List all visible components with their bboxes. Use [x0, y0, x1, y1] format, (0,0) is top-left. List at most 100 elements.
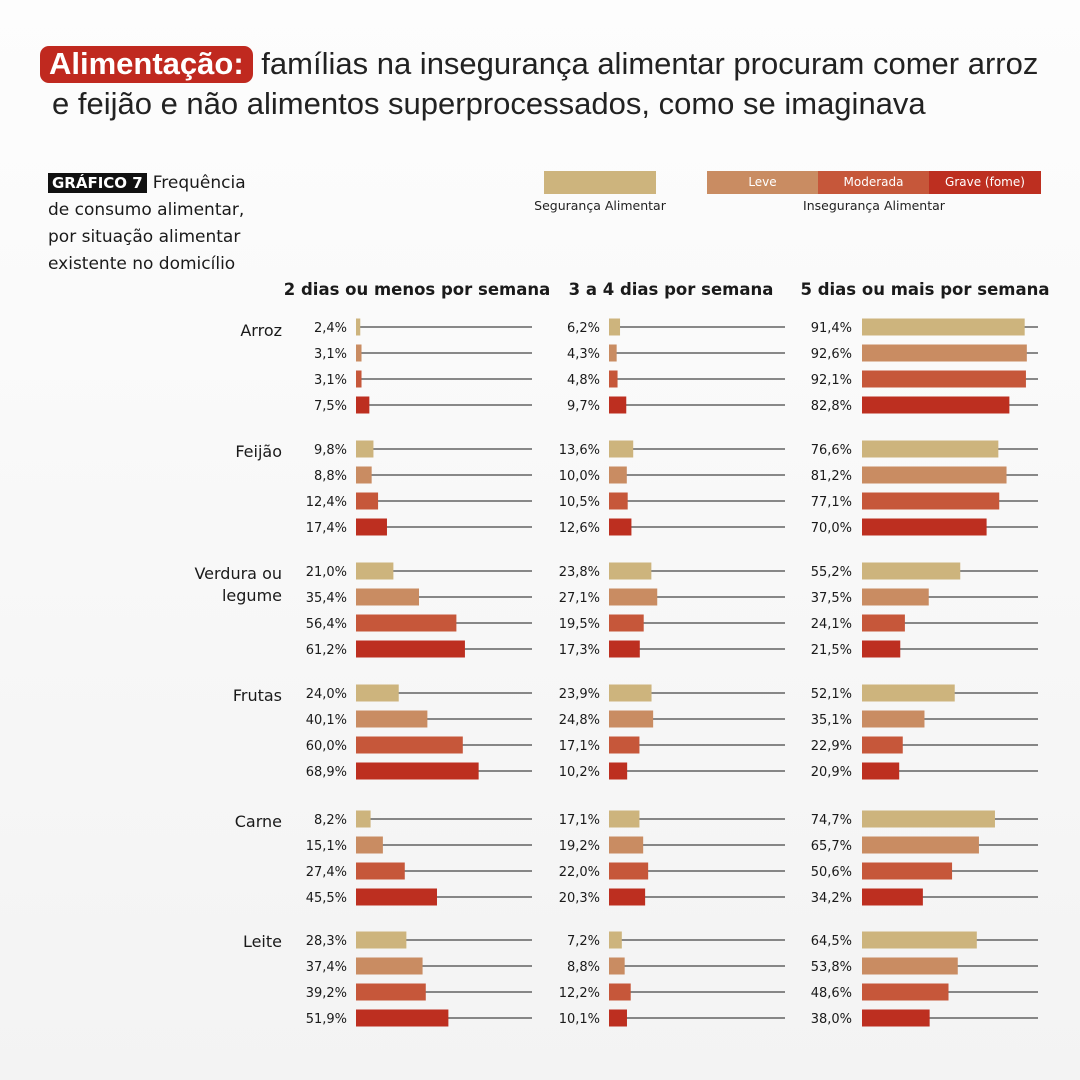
- value-label-arroz-p0-grave: 7,5%: [314, 399, 347, 414]
- bar-arroz-p2-seguranca: [862, 318, 1025, 336]
- value-label-arroz-p2-grave: 82,8%: [811, 399, 852, 414]
- chart-number-tag: GRÁFICO 7: [48, 173, 147, 193]
- bar-feij-o-p0-moderada: [356, 492, 379, 510]
- bar-carne-p0-moderada: [356, 862, 405, 880]
- value-label-verdura-ou-legume-p0-seguranca: 21,0%: [306, 565, 347, 580]
- bar-carne-p1-leve: [609, 836, 644, 854]
- bar-frutas-p2-moderada: [862, 736, 903, 754]
- headline-text-1: famílias na insegurança alimentar procur…: [261, 46, 1039, 81]
- bar-verdura-ou-legume-p2-moderada: [862, 614, 905, 632]
- value-label-frutas-p2-moderada: 22,9%: [811, 739, 852, 754]
- value-label-carne-p2-leve: 65,7%: [811, 839, 852, 854]
- panel-title-3-4-dias: 3 a 4 dias por semana: [568, 280, 774, 299]
- bar-arroz-p0-moderada: [356, 370, 362, 388]
- value-label-feij-o-p1-grave: 12,6%: [559, 521, 600, 536]
- bar-verdura-ou-legume-p2-leve: [862, 588, 929, 606]
- bar-frutas-p1-grave: [609, 762, 628, 780]
- value-label-carne-p1-seguranca: 17,1%: [559, 813, 600, 828]
- value-label-leite-p0-seguranca: 28,3%: [306, 934, 347, 949]
- bar-arroz-p0-seguranca: [356, 318, 361, 336]
- value-label-arroz-p2-leve: 92,6%: [811, 347, 852, 362]
- value-label-leite-p2-leve: 53,8%: [811, 960, 852, 975]
- bar-verdura-ou-legume-p0-moderada: [356, 614, 457, 632]
- bar-arroz-p1-leve: [609, 344, 617, 362]
- value-label-frutas-p2-seguranca: 52,1%: [811, 687, 852, 702]
- bar-carne-p0-grave: [356, 888, 437, 906]
- value-label-verdura-ou-legume-p1-moderada: 19,5%: [559, 617, 600, 632]
- bar-frutas-p0-grave: [356, 762, 479, 780]
- headline-text-2: e feijão e não alimentos superprocessado…: [52, 86, 926, 121]
- bar-feij-o-p2-seguranca: [862, 440, 999, 458]
- value-label-carne-p2-moderada: 50,6%: [811, 865, 852, 880]
- bar-frutas-p0-moderada: [356, 736, 463, 754]
- value-label-frutas-p1-leve: 24,8%: [559, 713, 600, 728]
- bar-frutas-p2-seguranca: [862, 684, 955, 702]
- bar-verdura-ou-legume-p1-leve: [609, 588, 658, 606]
- value-label-verdura-ou-legume-p1-grave: 17,3%: [559, 643, 600, 658]
- legend-swatch-moderada: Moderada: [818, 171, 929, 194]
- value-label-carne-p0-seguranca: 8,2%: [314, 813, 347, 828]
- bar-carne-p2-grave: [862, 888, 923, 906]
- value-label-frutas-p0-moderada: 60,0%: [306, 739, 347, 754]
- bar-carne-p0-seguranca: [356, 810, 371, 828]
- chart-description: Frequência de consumo alimentar, por sit…: [48, 173, 246, 274]
- value-label-verdura-ou-legume-p0-moderada: 56,4%: [306, 617, 347, 632]
- value-label-verdura-ou-legume-p2-seguranca: 55,2%: [811, 565, 852, 580]
- legend-swatch-grave: Grave (fome): [929, 171, 1041, 194]
- bar-arroz-p2-moderada: [862, 370, 1026, 388]
- value-label-frutas-p0-seguranca: 24,0%: [306, 687, 347, 702]
- value-label-arroz-p1-moderada: 4,8%: [567, 373, 600, 388]
- value-label-leite-p2-moderada: 48,6%: [811, 986, 852, 1001]
- value-label-verdura-ou-legume-p1-leve: 27,1%: [559, 591, 600, 606]
- value-label-leite-p0-leve: 37,4%: [306, 960, 347, 975]
- bar-verdura-ou-legume-p2-seguranca: [862, 562, 961, 580]
- bar-verdura-ou-legume-p0-leve: [356, 588, 420, 606]
- bar-verdura-ou-legume-p1-moderada: [609, 614, 644, 632]
- value-label-carne-p2-grave: 34,2%: [811, 891, 852, 906]
- bar-leite-p1-grave: [609, 1009, 627, 1027]
- bar-feij-o-p1-leve: [609, 466, 627, 484]
- legend-swatch-leve: Leve: [707, 171, 818, 194]
- value-label-frutas-p2-leve: 35,1%: [811, 713, 852, 728]
- value-label-leite-p2-grave: 38,0%: [811, 1012, 852, 1027]
- bar-leite-p1-seguranca: [609, 931, 622, 949]
- value-label-feij-o-p0-grave: 17,4%: [306, 521, 347, 536]
- bar-frutas-p2-leve: [862, 710, 925, 728]
- legend-label-inseguranca: Insegurança Alimentar: [803, 198, 945, 213]
- value-label-carne-p1-grave: 20,3%: [559, 891, 600, 906]
- panel-title-2-dias: 2 dias ou menos por semana: [283, 280, 551, 299]
- bar-feij-o-p0-seguranca: [356, 440, 374, 458]
- value-label-verdura-ou-legume-p2-leve: 37,5%: [811, 591, 852, 606]
- bar-verdura-ou-legume-p2-grave: [862, 640, 901, 658]
- value-label-carne-p0-leve: 15,1%: [306, 839, 347, 854]
- value-label-carne-p1-leve: 19,2%: [559, 839, 600, 854]
- value-label-leite-p1-grave: 10,1%: [559, 1012, 600, 1027]
- value-label-verdura-ou-legume-p0-grave: 61,2%: [306, 643, 347, 658]
- value-label-leite-p0-grave: 51,9%: [306, 1012, 347, 1027]
- value-label-feij-o-p0-leve: 8,8%: [314, 469, 347, 484]
- bar-leite-p0-leve: [356, 957, 423, 975]
- value-label-verdura-ou-legume-p1-seguranca: 23,8%: [559, 565, 600, 580]
- chart-subtitle: GRÁFICO 7 Frequência de consumo alimentar…: [48, 170, 268, 278]
- category-label-verdura: Verdura ou legume: [194, 564, 282, 605]
- bar-carne-p2-seguranca: [862, 810, 995, 828]
- legend-swatch-seguranca: [544, 171, 656, 194]
- headline-line-1: Alimentação: famílias na insegurança ali…: [40, 44, 1040, 84]
- bar-arroz-p0-grave: [356, 396, 370, 414]
- bar-leite-p2-grave: [862, 1009, 930, 1027]
- value-label-carne-p0-grave: 45,5%: [306, 891, 347, 906]
- value-label-frutas-p1-seguranca: 23,9%: [559, 687, 600, 702]
- value-label-arroz-p0-leve: 3,1%: [314, 347, 347, 362]
- value-label-carne-p1-moderada: 22,0%: [559, 865, 600, 880]
- value-label-feij-o-p0-seguranca: 9,8%: [314, 443, 347, 458]
- value-label-arroz-p1-seguranca: 6,2%: [567, 321, 600, 336]
- value-label-leite-p2-seguranca: 64,5%: [811, 934, 852, 949]
- bar-frutas-p1-leve: [609, 710, 654, 728]
- bar-carne-p0-leve: [356, 836, 383, 854]
- category-label-arroz: Arroz: [240, 321, 282, 340]
- bar-feij-o-p0-grave: [356, 518, 387, 536]
- bar-arroz-p1-grave: [609, 396, 627, 414]
- bar-carne-p1-moderada: [609, 862, 649, 880]
- value-label-frutas-p1-grave: 10,2%: [559, 765, 600, 780]
